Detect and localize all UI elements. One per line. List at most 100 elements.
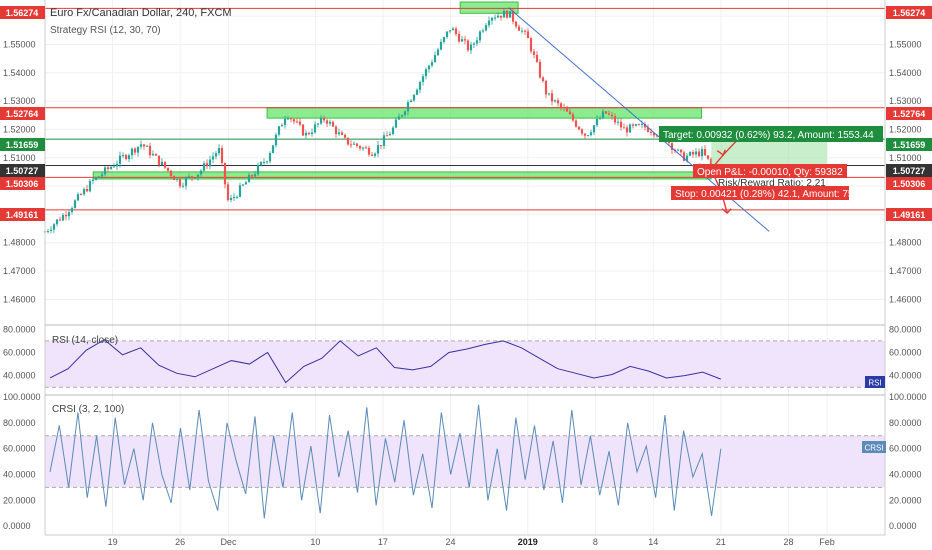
- candle-body: [451, 28, 455, 31]
- candle-body: [223, 162, 227, 185]
- candle-body: [331, 121, 335, 127]
- target-label-bg: [659, 126, 883, 142]
- candle-body: [709, 158, 713, 165]
- candle-body: [496, 15, 500, 18]
- rsi-band: [45, 340, 885, 388]
- crsi-tick-label-left: 60.0000: [3, 444, 36, 454]
- price-tick-label: 1.48000: [889, 238, 922, 248]
- candle-body: [577, 126, 581, 130]
- candle-body: [229, 197, 233, 201]
- candle-body: [409, 100, 413, 103]
- candle-body: [694, 151, 698, 155]
- candle-body: [157, 155, 161, 166]
- candle-body: [388, 134, 392, 136]
- zone-rect: [266, 107, 703, 119]
- candle-body: [418, 81, 422, 90]
- stop-label-bg: [671, 186, 849, 200]
- rsi-panel-title: RSI (14, close): [52, 335, 118, 346]
- candle-body: [421, 76, 425, 82]
- candle-body: [697, 151, 701, 157]
- candle-body: [487, 20, 491, 26]
- candle-body: [100, 174, 104, 177]
- crsi-panel-title: CRSI (3, 2, 100): [52, 404, 124, 415]
- candle-body: [187, 176, 191, 178]
- candle-body: [319, 117, 323, 124]
- candle-body: [637, 124, 641, 126]
- candle-body: [310, 132, 314, 135]
- candle-body: [379, 145, 383, 147]
- left-price-label: 1.49161: [6, 210, 39, 220]
- rsi-line: [49, 339, 722, 384]
- x-tick-label: 17: [378, 537, 388, 547]
- rsi-tick-label: 60.0000: [889, 347, 922, 357]
- candle-body: [262, 162, 266, 164]
- candle-body: [505, 10, 509, 18]
- candle-body: [94, 176, 98, 180]
- candle-body: [133, 148, 137, 153]
- candle-body: [559, 103, 563, 108]
- crsi-badge-bg: [862, 441, 886, 453]
- right-label-bg-0: [886, 6, 932, 19]
- candle-body: [76, 194, 80, 201]
- candle-body: [463, 39, 467, 41]
- price-tick-label-left: 1.51000: [3, 153, 36, 163]
- candle-body: [274, 134, 278, 146]
- candle-body: [130, 148, 134, 156]
- rsi-series-line: [49, 339, 722, 384]
- candle-body: [178, 178, 182, 187]
- candle-body: [181, 185, 185, 187]
- candle-body: [556, 100, 560, 104]
- candle-body: [88, 180, 92, 192]
- candle-body: [547, 93, 551, 95]
- open-pnl-bg: [693, 164, 847, 178]
- candle-body: [655, 135, 659, 137]
- right-price-label: 1.52764: [893, 109, 926, 119]
- candle-body: [541, 77, 545, 81]
- left-price-label: 1.52764: [6, 109, 39, 119]
- candle-body: [625, 127, 629, 133]
- crsi-tick-label: 0.0000: [889, 521, 917, 531]
- price-tick-label: 1.53000: [889, 96, 922, 106]
- candle-body: [277, 126, 281, 135]
- candle-body: [82, 188, 86, 195]
- candle-body: [493, 17, 497, 19]
- crsi-tick-label: 40.0000: [889, 469, 922, 479]
- candle-body: [619, 121, 623, 128]
- candle-body: [508, 11, 512, 18]
- crsi-tick-label: 20.0000: [889, 495, 922, 505]
- candle-body: [517, 26, 521, 31]
- candle-body: [574, 120, 578, 127]
- candle-body: [136, 146, 140, 153]
- candle-body: [436, 49, 440, 56]
- candle-body: [184, 177, 188, 186]
- candle-body: [91, 179, 95, 181]
- candle-body: [265, 161, 269, 163]
- candle-body: [313, 124, 317, 133]
- candle-body: [706, 155, 710, 159]
- candle-body: [73, 200, 77, 209]
- price-tick-label: 1.47000: [889, 266, 922, 276]
- candle-body: [640, 123, 644, 125]
- candle-body: [304, 132, 308, 136]
- candle-body: [325, 120, 329, 124]
- candle-body: [358, 146, 362, 149]
- candle-body: [241, 184, 245, 186]
- candle-body: [340, 132, 344, 135]
- price-candles: [43, 8, 713, 234]
- candle-body: [202, 163, 206, 171]
- candle-body: [193, 177, 197, 179]
- candle-body: [256, 164, 260, 175]
- right-price-label: 1.56274: [893, 8, 926, 18]
- candle-body: [565, 108, 569, 112]
- crsi-tick-label: 80.0000: [889, 418, 922, 428]
- candle-body: [676, 149, 680, 151]
- price-tick-label-left: 1.54000: [3, 68, 36, 78]
- symbol-title: Euro Fx/Canadian Dollar, 240, FXCM: [50, 7, 232, 19]
- candle-body: [271, 145, 275, 153]
- candle-body: [67, 212, 71, 217]
- right-label-bg-5: [886, 208, 932, 221]
- left-price-labels: 1.56274 1.52764 1.51659 1.50727 1.50306 …: [0, 6, 45, 221]
- candle-body: [400, 115, 404, 117]
- candle-body: [160, 161, 164, 166]
- candle-body: [700, 149, 704, 157]
